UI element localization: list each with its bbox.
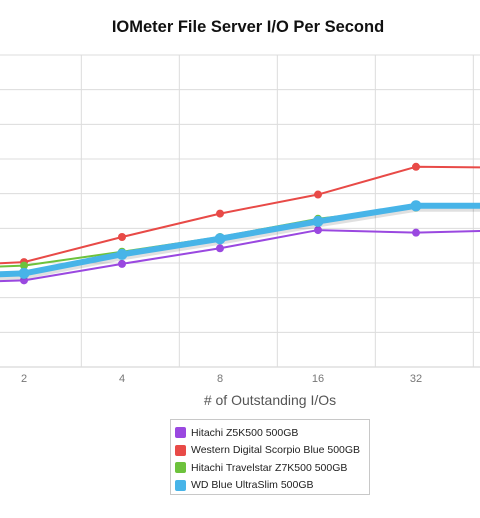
data-point — [118, 259, 126, 268]
data-point — [410, 200, 422, 212]
x-tick-label: 32 — [410, 373, 422, 385]
legend-label: Western Digital Scorpio Blue 500GB — [191, 444, 361, 457]
legend-swatch — [175, 462, 186, 474]
legend-label: Hitachi Travelstar Z7K500 500GB — [191, 461, 348, 474]
data-point — [312, 215, 324, 227]
legend-swatch — [175, 479, 186, 491]
data-point — [214, 233, 226, 245]
series-layer — [0, 162, 480, 285]
series-line — [0, 202, 480, 278]
legend-label: WD Blue UltraSlim 500GB — [191, 479, 314, 492]
x-axis-title: # of Outstanding I/Os — [204, 392, 336, 408]
x-tick-label: 8 — [217, 373, 223, 385]
legend-label: Hitachi Z5K500 500GB — [191, 426, 299, 439]
data-point — [20, 261, 28, 270]
data-point — [412, 228, 420, 237]
x-tick-label: 4 — [119, 373, 125, 385]
legend-item: Hitachi Travelstar Z7K500 500GB — [175, 459, 369, 477]
legend-swatch — [175, 444, 186, 456]
data-point — [314, 190, 322, 199]
legend: Hitachi Z5K500 500GB Western Digital Scor… — [170, 419, 370, 495]
series-2 — [0, 162, 480, 267]
data-point — [314, 226, 322, 235]
series-4 — [0, 200, 480, 281]
x-tick-labels: 2 4 8 16 32 — [21, 373, 422, 385]
data-point — [118, 233, 126, 241]
legend-item: Hitachi Z5K500 500GB — [175, 424, 369, 442]
legend-item: Western Digital Scorpio Blue 500GB — [175, 442, 369, 460]
data-point — [116, 248, 128, 260]
legend-item: WD Blue UltraSlim 500GB — [175, 477, 369, 495]
data-point — [412, 162, 420, 171]
data-point — [18, 267, 30, 279]
data-point — [216, 209, 224, 218]
chart-title: IOMeter File Server I/O Per Second — [111, 18, 385, 36]
x-tick-label: 2 — [21, 373, 27, 385]
data-point — [216, 244, 224, 253]
series-line — [0, 165, 480, 265]
x-tick-label: 16 — [312, 373, 324, 385]
grid — [0, 54, 480, 368]
legend-swatch — [175, 427, 186, 439]
